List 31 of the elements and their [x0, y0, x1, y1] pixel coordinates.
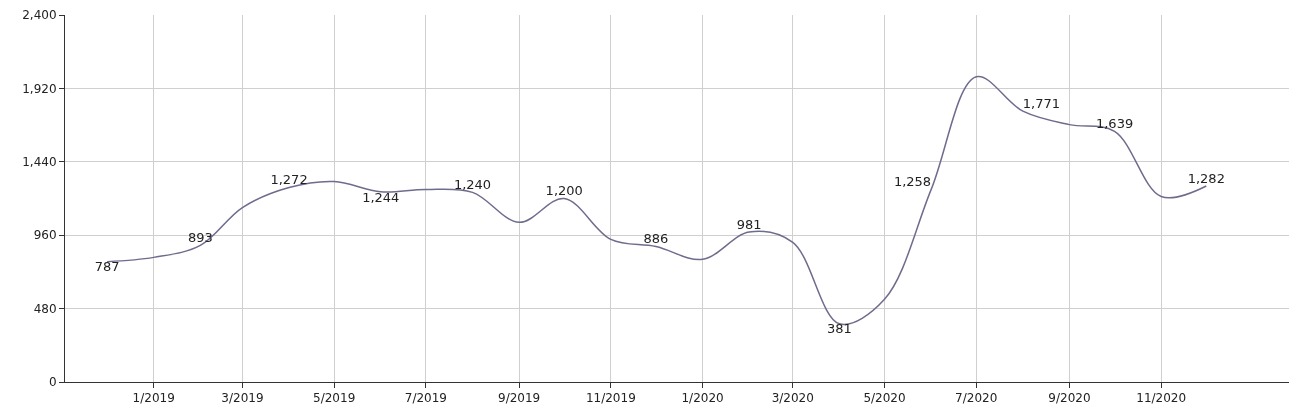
x-tick-label: 5/2020	[863, 391, 906, 406]
y-tick-label: 1,440	[22, 155, 57, 169]
y-tick-label: 1,920	[22, 81, 57, 96]
data-label: 1,272	[270, 172, 308, 188]
data-label: 886	[643, 231, 669, 247]
data-label: 1,240	[453, 177, 492, 193]
y-tick-label: 0	[48, 375, 57, 390]
x-tick-label: 5/2019	[313, 391, 356, 406]
data-label: 381	[826, 321, 852, 337]
data-label: 981	[736, 216, 762, 232]
x-tick-label: 11/2019	[585, 391, 636, 406]
x-tick-label: 1/2020	[681, 391, 724, 406]
data-label: 1,244	[362, 189, 400, 205]
y-tick-label: 2,400	[22, 8, 57, 23]
data-label: 1,200	[545, 183, 583, 199]
x-tick-label: 9/2020	[1048, 391, 1091, 406]
x-tick-label: 1/2019	[132, 391, 175, 406]
x-tick-label: 3/2019	[221, 391, 264, 406]
data-label: 1,282	[1187, 170, 1225, 186]
x-tick-label: 11/2020	[1136, 391, 1187, 406]
data-label: 787	[94, 259, 120, 275]
data-label: 1,771	[1022, 95, 1061, 111]
x-tick-label: 7/2019	[404, 391, 447, 406]
y-tick-label: 480	[33, 301, 57, 316]
x-tick-label: 7/2020	[955, 391, 998, 406]
x-tick-label: 9/2019	[498, 391, 541, 406]
y-tick-label: 960	[33, 228, 57, 243]
x-tick-label: 3/2020	[771, 391, 814, 406]
data-label: 1,639	[1095, 116, 1134, 132]
data-label: 1,258	[893, 174, 932, 190]
data-label: 893	[187, 230, 213, 246]
